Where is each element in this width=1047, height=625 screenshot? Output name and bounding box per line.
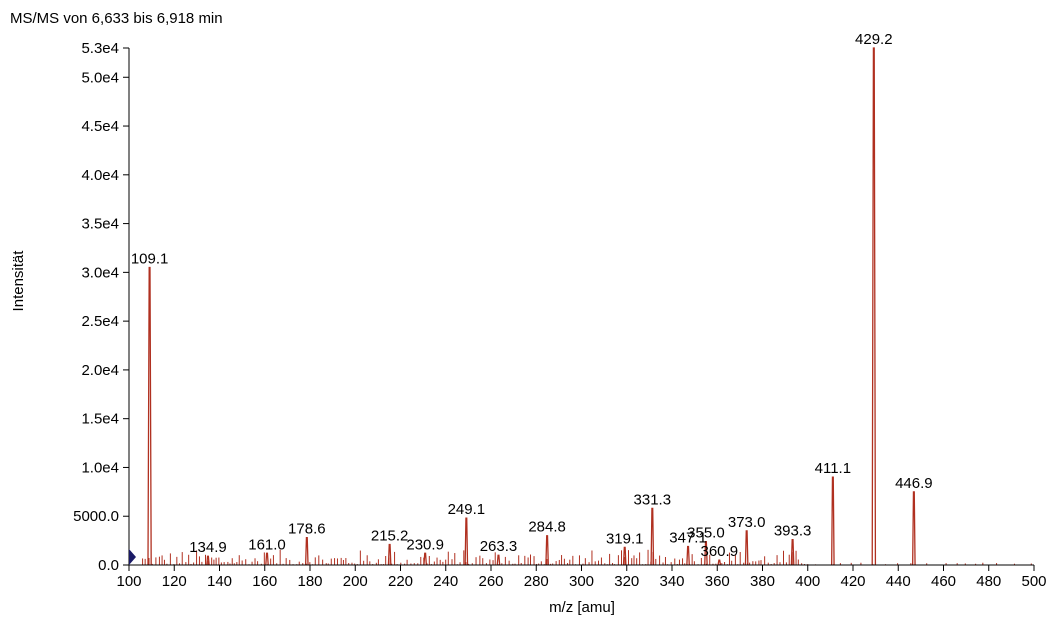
peak-label: 249.1 [448, 501, 486, 518]
x-tick-label: 420 [840, 573, 865, 590]
y-tick-label: 1.0e4 [81, 459, 119, 476]
peak-label: 215.2 [371, 528, 409, 545]
x-tick-label: 260 [478, 573, 503, 590]
spectrum-peak [790, 538, 795, 566]
y-axis-title: Intensität [10, 250, 27, 312]
y-tick-label: 2.5e4 [81, 313, 119, 330]
y-tick-label: 5.0e4 [81, 69, 119, 86]
x-tick-label: 440 [886, 573, 911, 590]
x-axis-ticks: 100 120 140 160 180 200 220 240 260 280 300 320 340 3… [116, 565, 1047, 590]
spectrum-peak [545, 535, 549, 566]
spectrum-peak [464, 517, 469, 566]
x-tick-label: 400 [795, 573, 820, 590]
peak-label: 347.1 [669, 529, 707, 546]
peak-label: 411.1 [815, 460, 851, 477]
x-tick-label: 280 [524, 573, 549, 590]
spectrum-peak [717, 559, 722, 566]
y-axis-ticks: 0.0 5000.0 1.0e4 1.5e4 2.0e4 2.5e4 3.0e4 3.5e4 4… [73, 40, 129, 574]
x-tick-label: 460 [931, 573, 956, 590]
x-tick-label: 120 [162, 573, 187, 590]
y-tick-label: 0.0 [98, 557, 119, 574]
peak-label: 429.2 [855, 31, 893, 48]
x-tick-label: 360 [705, 573, 730, 590]
peak-label: 284.8 [528, 519, 566, 536]
peak-label: 331.3 [634, 491, 672, 508]
spectrum-peak [650, 507, 655, 566]
spectrum-peak [704, 540, 708, 566]
spectrum-peak [423, 552, 428, 566]
y-tick-label: 4.5e4 [81, 118, 119, 135]
noise-peaks [142, 549, 1032, 565]
spectrum-peak [871, 47, 877, 566]
chart-title: MS/MS von 6,633 bis 6,918 min [10, 10, 223, 27]
peak-label: 230.9 [406, 536, 444, 553]
spectrum-peak [265, 552, 269, 566]
spectrum-peak [912, 491, 916, 566]
peak-label: 109.1 [131, 250, 169, 267]
spectrum-peak [206, 555, 210, 566]
spectrum-peak [622, 546, 627, 566]
x-tick-label: 300 [569, 573, 594, 590]
x-tick-label: 500 [1021, 573, 1046, 590]
spectrum-peak [147, 266, 152, 566]
x-tick-label: 380 [750, 573, 775, 590]
peak-label: 446.9 [895, 475, 933, 492]
y-tick-label: 4.0e4 [81, 167, 119, 184]
peak-label: 360.9 [701, 543, 739, 560]
y-tick-label: 3.0e4 [81, 264, 119, 281]
x-axis-title: m/z [amu] [549, 599, 615, 616]
spectrum-peak [744, 530, 749, 566]
peak-label: 373.0 [728, 514, 766, 531]
peak-label: 263.3 [480, 538, 518, 555]
y-tick-label: 5000.0 [73, 508, 119, 525]
peak-label: 393.3 [774, 523, 812, 540]
spectrum-peak [387, 543, 392, 566]
peak-label: 355.0 [687, 525, 725, 542]
axis-marker-icon [129, 549, 136, 565]
peak-label: 161.0 [248, 536, 286, 553]
x-tick-label: 240 [433, 573, 458, 590]
y-tick-label: 3.5e4 [81, 216, 119, 233]
y-tick-label: 5.3e4 [81, 40, 119, 57]
x-tick-label: 340 [659, 573, 684, 590]
peak-label: 134.9 [189, 539, 227, 556]
spectrum-peak [304, 537, 309, 566]
x-tick-label: 160 [252, 573, 277, 590]
x-tick-label: 220 [388, 573, 413, 590]
x-tick-label: 100 [116, 573, 141, 590]
spectrum-peak [686, 545, 690, 566]
x-tick-label: 140 [207, 573, 232, 590]
major-peaks [147, 47, 916, 566]
y-tick-label: 2.0e4 [81, 362, 119, 379]
y-tick-label: 1.5e4 [81, 411, 119, 428]
x-tick-label: 180 [297, 573, 322, 590]
peak-label: 319.1 [606, 530, 644, 547]
x-tick-label: 480 [976, 573, 1001, 590]
x-tick-label: 320 [614, 573, 639, 590]
x-tick-label: 200 [343, 573, 368, 590]
spectrum-peak [831, 476, 835, 566]
peak-label: 178.6 [288, 521, 326, 538]
spectrum-peak [496, 554, 501, 566]
